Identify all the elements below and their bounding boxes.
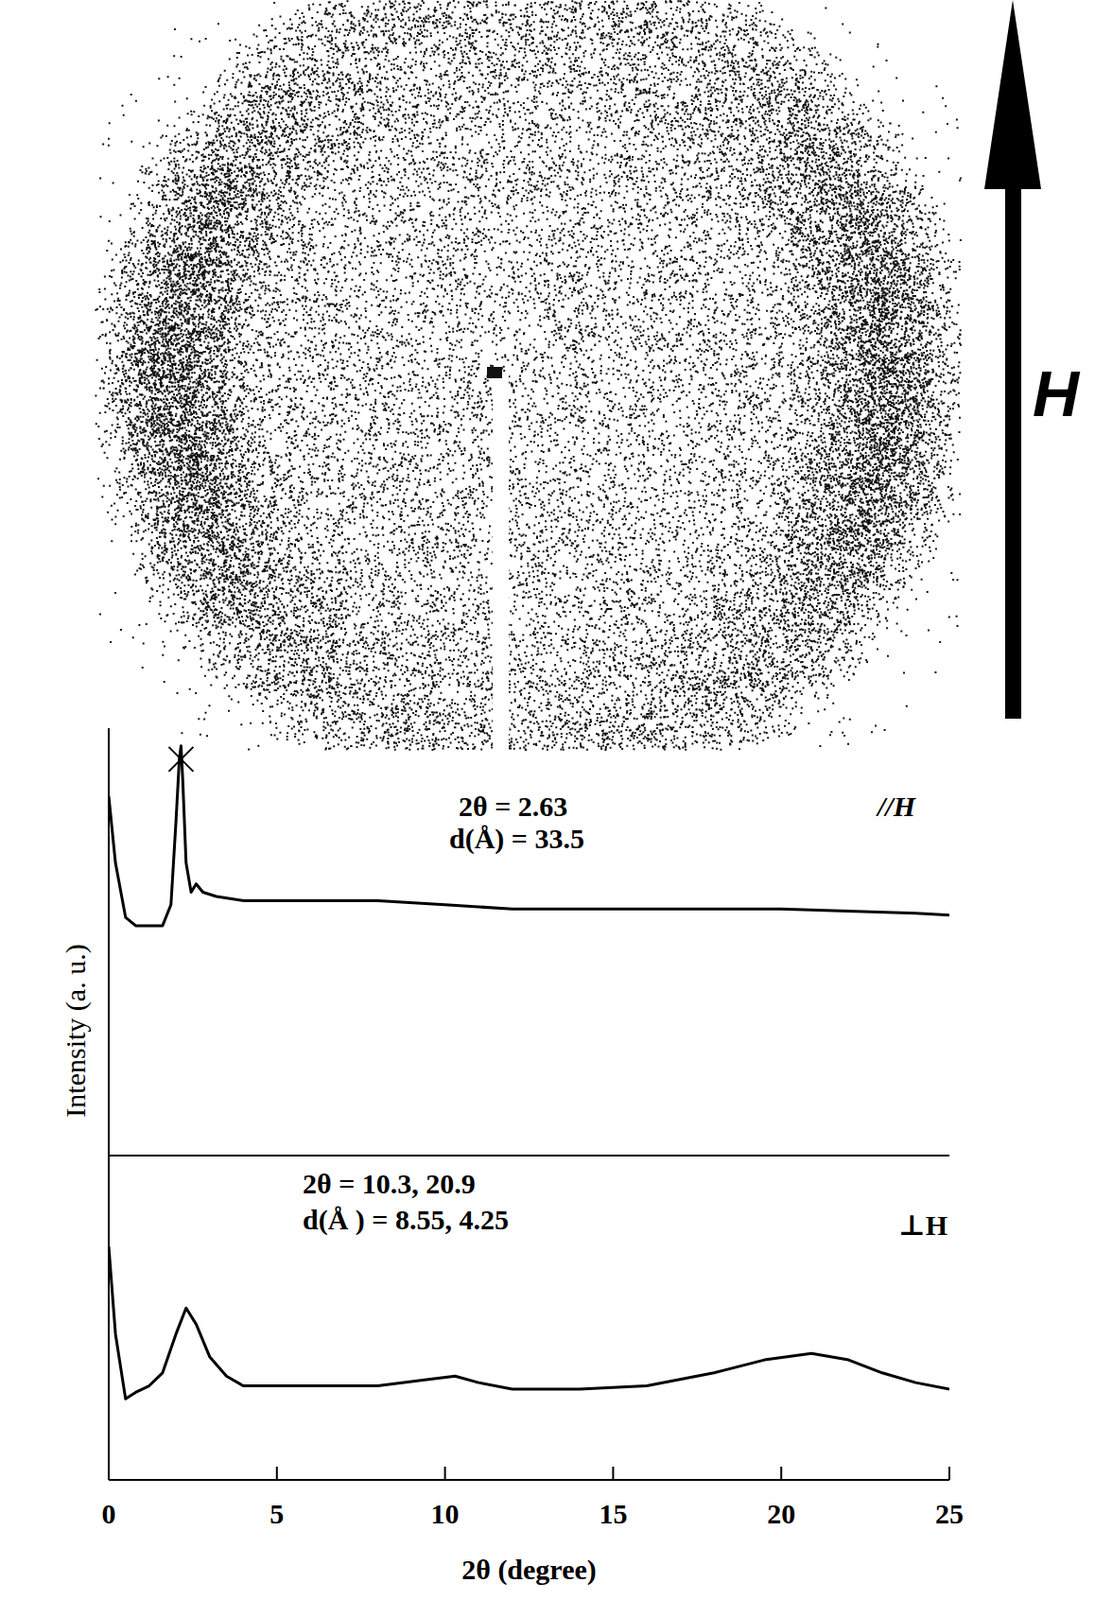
x-tick-label: 25 xyxy=(935,1497,964,1530)
annotation: 2θ = 10.3, 20.9 xyxy=(302,1167,476,1200)
profile-line xyxy=(108,746,950,926)
field-label: H xyxy=(1032,357,1081,430)
beam-stop-edge xyxy=(486,366,503,379)
y-axis-title: Intensity (a. u.) xyxy=(59,943,92,1117)
x-tick-label: 5 xyxy=(269,1497,284,1530)
peak-marker xyxy=(168,747,193,772)
x-tick xyxy=(780,1466,783,1480)
diffraction-pattern xyxy=(94,0,962,752)
x-tick xyxy=(107,1466,110,1480)
annotation: //H xyxy=(875,790,918,822)
x-tick xyxy=(276,1466,279,1480)
panel-divider xyxy=(108,1154,950,1157)
figure: H Intensity (a. u.) 2θ = 2.63d(Å) = 33.5 //… xyxy=(0,0,1095,1600)
plot-area xyxy=(108,746,950,926)
profile-line xyxy=(108,1246,950,1399)
x-tick xyxy=(444,1466,447,1480)
speckle xyxy=(94,0,962,751)
x-tick-label: 15 xyxy=(598,1497,627,1530)
y-axis xyxy=(107,728,110,1480)
annotation: 2θ = 2.63 xyxy=(458,790,568,822)
x-axis xyxy=(108,1478,950,1481)
x-tick-label: 0 xyxy=(102,1497,117,1530)
field-arrow-shaft xyxy=(1005,184,1022,719)
x-tick xyxy=(948,1466,951,1480)
annotation: ⊥H xyxy=(898,1209,948,1241)
annotation: d(Å) = 33.5 xyxy=(449,822,585,855)
beam-stop xyxy=(492,373,509,752)
annotation: d(Å ) = 8.55, 4.25 xyxy=(302,1203,509,1236)
x-tick-label: 20 xyxy=(766,1497,796,1530)
x-tick-label: 10 xyxy=(431,1497,460,1530)
field-arrow-head xyxy=(984,0,1042,190)
x-axis-title: 2θ (degree) xyxy=(461,1553,597,1586)
plot-area xyxy=(108,1246,950,1399)
x-tick xyxy=(611,1466,614,1480)
